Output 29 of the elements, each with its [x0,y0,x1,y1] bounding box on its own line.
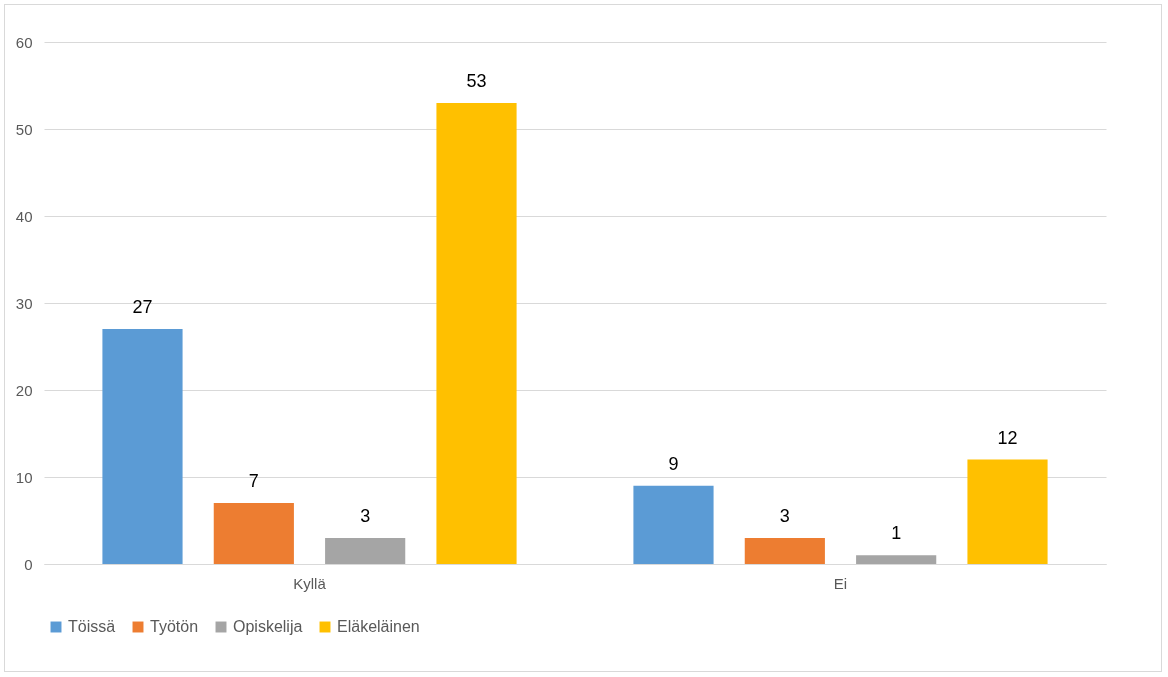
y-tick-label: 60 [15,33,33,51]
data-label: 9 [668,453,679,474]
bar [856,555,937,564]
data-label: 1 [891,523,902,544]
y-tick-label: 20 [15,381,33,399]
bar [436,102,517,564]
y-tick-label: 0 [24,555,33,573]
data-label: 27 [132,297,153,318]
y-tick-label: 30 [15,294,33,312]
data-label: 12 [997,427,1018,448]
bar [967,459,1048,564]
legend-label: Eläkeläinen [337,618,420,635]
legend-label: Töissä [68,618,116,635]
x-tick-label: Kyllä [293,574,327,592]
bar [633,485,714,564]
data-label: 3 [360,505,371,526]
y-tick-label: 50 [15,120,33,138]
bar [744,537,825,564]
legend-label: Opiskelija [233,618,303,635]
data-label: 53 [466,70,487,91]
data-label: 3 [779,505,790,526]
bar [213,503,294,564]
y-tick-label: 40 [15,207,33,225]
x-tick-label: Ei [833,574,848,592]
bar [102,329,183,564]
y-tick-label: 10 [15,468,33,486]
data-label: 7 [248,471,259,492]
bar [325,537,406,564]
legend-label: Työtön [150,618,199,635]
